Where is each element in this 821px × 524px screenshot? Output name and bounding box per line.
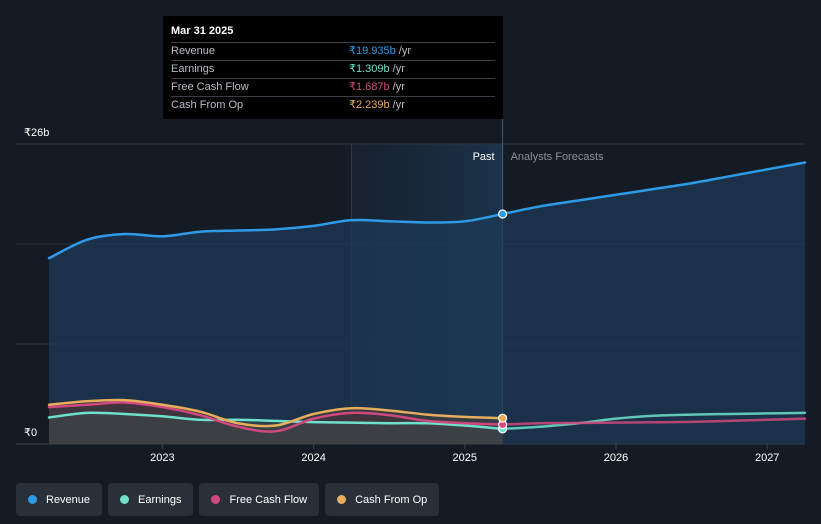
revenue-dot-icon: [28, 495, 37, 504]
chart-area: ₹26b ₹0 Past Analysts Forecasts 2023 2024 2025…: [16, 119, 807, 464]
tooltip-label: Cash From Op: [171, 99, 244, 111]
free-cash-flow-dot-icon: [211, 495, 221, 504]
legend-item-revenue[interactable]: Revenue: [16, 483, 103, 516]
tooltip-unit: /yr: [392, 81, 405, 93]
tooltip-row-earnings: Earnings ₹1.309b /yr: [171, 60, 495, 78]
revenue-line-past: [47, 212, 504, 260]
tooltip-value: ₹19.935b: [349, 45, 396, 57]
forecast-label: Analysts Forecasts: [511, 151, 604, 163]
tooltip-unit: /yr: [392, 63, 405, 75]
x-tick-label: 2023: [150, 452, 174, 464]
tooltip-label: Earnings: [171, 63, 215, 75]
tooltip-value: ₹2.239b: [349, 99, 390, 111]
tooltip-value: ₹1.687b: [349, 81, 390, 93]
cash-from-op-dot-icon: [337, 495, 347, 504]
legend-label: Revenue: [46, 493, 91, 506]
y-axis-bottom-label: ₹0: [24, 427, 37, 439]
legend-item-cash-from-op[interactable]: Cash From Op: [325, 483, 440, 516]
earnings-area: [49, 412, 503, 444]
tooltip-unit: /yr: [398, 45, 411, 57]
x-tick-label: 2025: [453, 452, 477, 464]
x-tick-label: 2026: [604, 452, 628, 464]
tooltip-date: Mar 31 2025: [171, 25, 234, 37]
revenue-line-forecast: [501, 161, 807, 216]
legend: Revenue Earnings Free Cash Flow Cash Fro…: [16, 483, 440, 516]
cash-from-op-line-past: [47, 398, 504, 428]
earnings-dot-icon: [120, 495, 130, 504]
tooltip-row-revenue: Revenue ₹19.935b /yr: [171, 42, 495, 60]
x-tick-label: 2027: [755, 452, 779, 464]
tooltip-row-cash-from-op: Cash From Op ₹2.239b /yr: [171, 96, 495, 114]
free-cash-flow-line-forecast: [501, 417, 807, 426]
legend-item-earnings[interactable]: Earnings: [108, 483, 194, 516]
revenue-area: [49, 162, 805, 444]
tooltip-row-free-cash-flow: Free Cash Flow ₹1.687b /yr: [171, 78, 495, 96]
x-tick-label: 2024: [301, 452, 325, 464]
cash-from-op-point: [498, 413, 508, 423]
tooltip-label: Revenue: [171, 45, 216, 57]
earnings-line-past: [47, 411, 504, 431]
legend-item-free-cash-flow[interactable]: Free Cash Flow: [199, 483, 320, 516]
y-axis-top-label: ₹26b: [24, 127, 49, 139]
legend-label: Cash From Op: [355, 493, 428, 506]
tooltip-label: Free Cash Flow: [171, 81, 249, 93]
tooltip-value: ₹1.309b: [349, 63, 390, 75]
legend-label: Free Cash Flow: [229, 493, 308, 506]
revenue-point: [498, 209, 508, 219]
past-label: Past: [473, 151, 495, 163]
free-cash-flow-line-past: [47, 401, 504, 433]
tooltip-unit: /yr: [392, 99, 405, 111]
tooltip: Mar 31 2025 Revenue ₹19.935b /yr Earning…: [163, 16, 503, 119]
earnings-line-forecast: [501, 411, 807, 431]
legend-label: Earnings: [138, 493, 182, 506]
